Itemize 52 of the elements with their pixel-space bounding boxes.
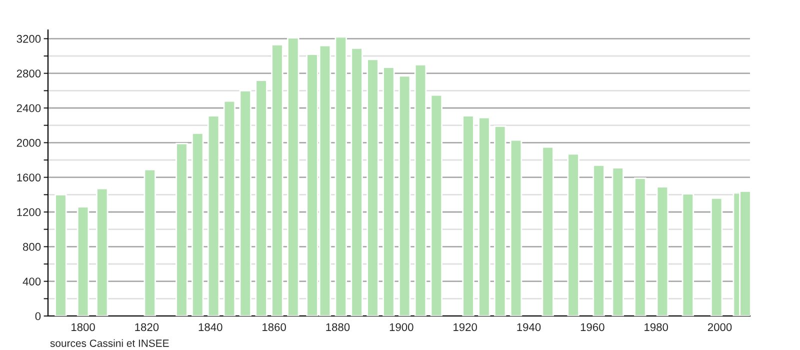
bar [176, 142, 188, 316]
bar [334, 36, 348, 316]
bar [612, 167, 624, 316]
x-tick-label: 1800 [72, 323, 95, 332]
bar [207, 115, 220, 316]
bar [96, 188, 108, 316]
x-tick-label: 1940 [517, 323, 541, 332]
bar [430, 94, 443, 316]
y-tick-label: 2400 [16, 104, 41, 112]
bar [494, 126, 506, 316]
bar [255, 80, 268, 316]
bar [462, 115, 474, 316]
bar [223, 100, 236, 316]
bar [592, 164, 605, 316]
y-tick-label: 1600 [17, 174, 41, 182]
source-note: sources Cassini et INSEE [50, 339, 169, 347]
x-tick-label: 1980 [644, 323, 668, 332]
bar [192, 132, 204, 316]
x-tick-label: 1880 [326, 323, 350, 332]
y-tick-label: 400 [22, 278, 41, 286]
y-tick-label: 3200 [16, 34, 41, 43]
bar [656, 186, 669, 316]
bar [144, 168, 156, 316]
bar [287, 37, 300, 316]
bar [350, 48, 363, 316]
y-tick-label: 0 [35, 312, 41, 320]
x-tick-label: 1900 [390, 323, 414, 332]
bar [634, 178, 646, 316]
bar [271, 44, 284, 316]
bar [366, 58, 379, 316]
bar [239, 90, 252, 316]
x-tick-label: 1920 [454, 323, 477, 332]
bar [710, 197, 723, 316]
bar [414, 64, 427, 316]
bar [510, 139, 522, 316]
y-tick-label: 1200 [17, 208, 41, 216]
bar [76, 206, 90, 316]
y-tick-label: 2800 [16, 70, 41, 78]
x-tick-label: 1840 [198, 323, 222, 332]
bar [54, 194, 67, 316]
y-tick-label: 2000 [16, 138, 41, 147]
x-tick-label: 1960 [580, 323, 604, 332]
x-tick-label: 2000 [708, 323, 732, 332]
bar [398, 75, 411, 316]
x-tick-label: 1820 [135, 323, 159, 332]
y-tick-label: 800 [23, 242, 41, 251]
bar [382, 66, 395, 316]
bar [478, 116, 490, 316]
x-tick-label: 1860 [262, 323, 286, 332]
bar [682, 193, 694, 316]
bar [542, 146, 554, 316]
bar [567, 153, 580, 316]
